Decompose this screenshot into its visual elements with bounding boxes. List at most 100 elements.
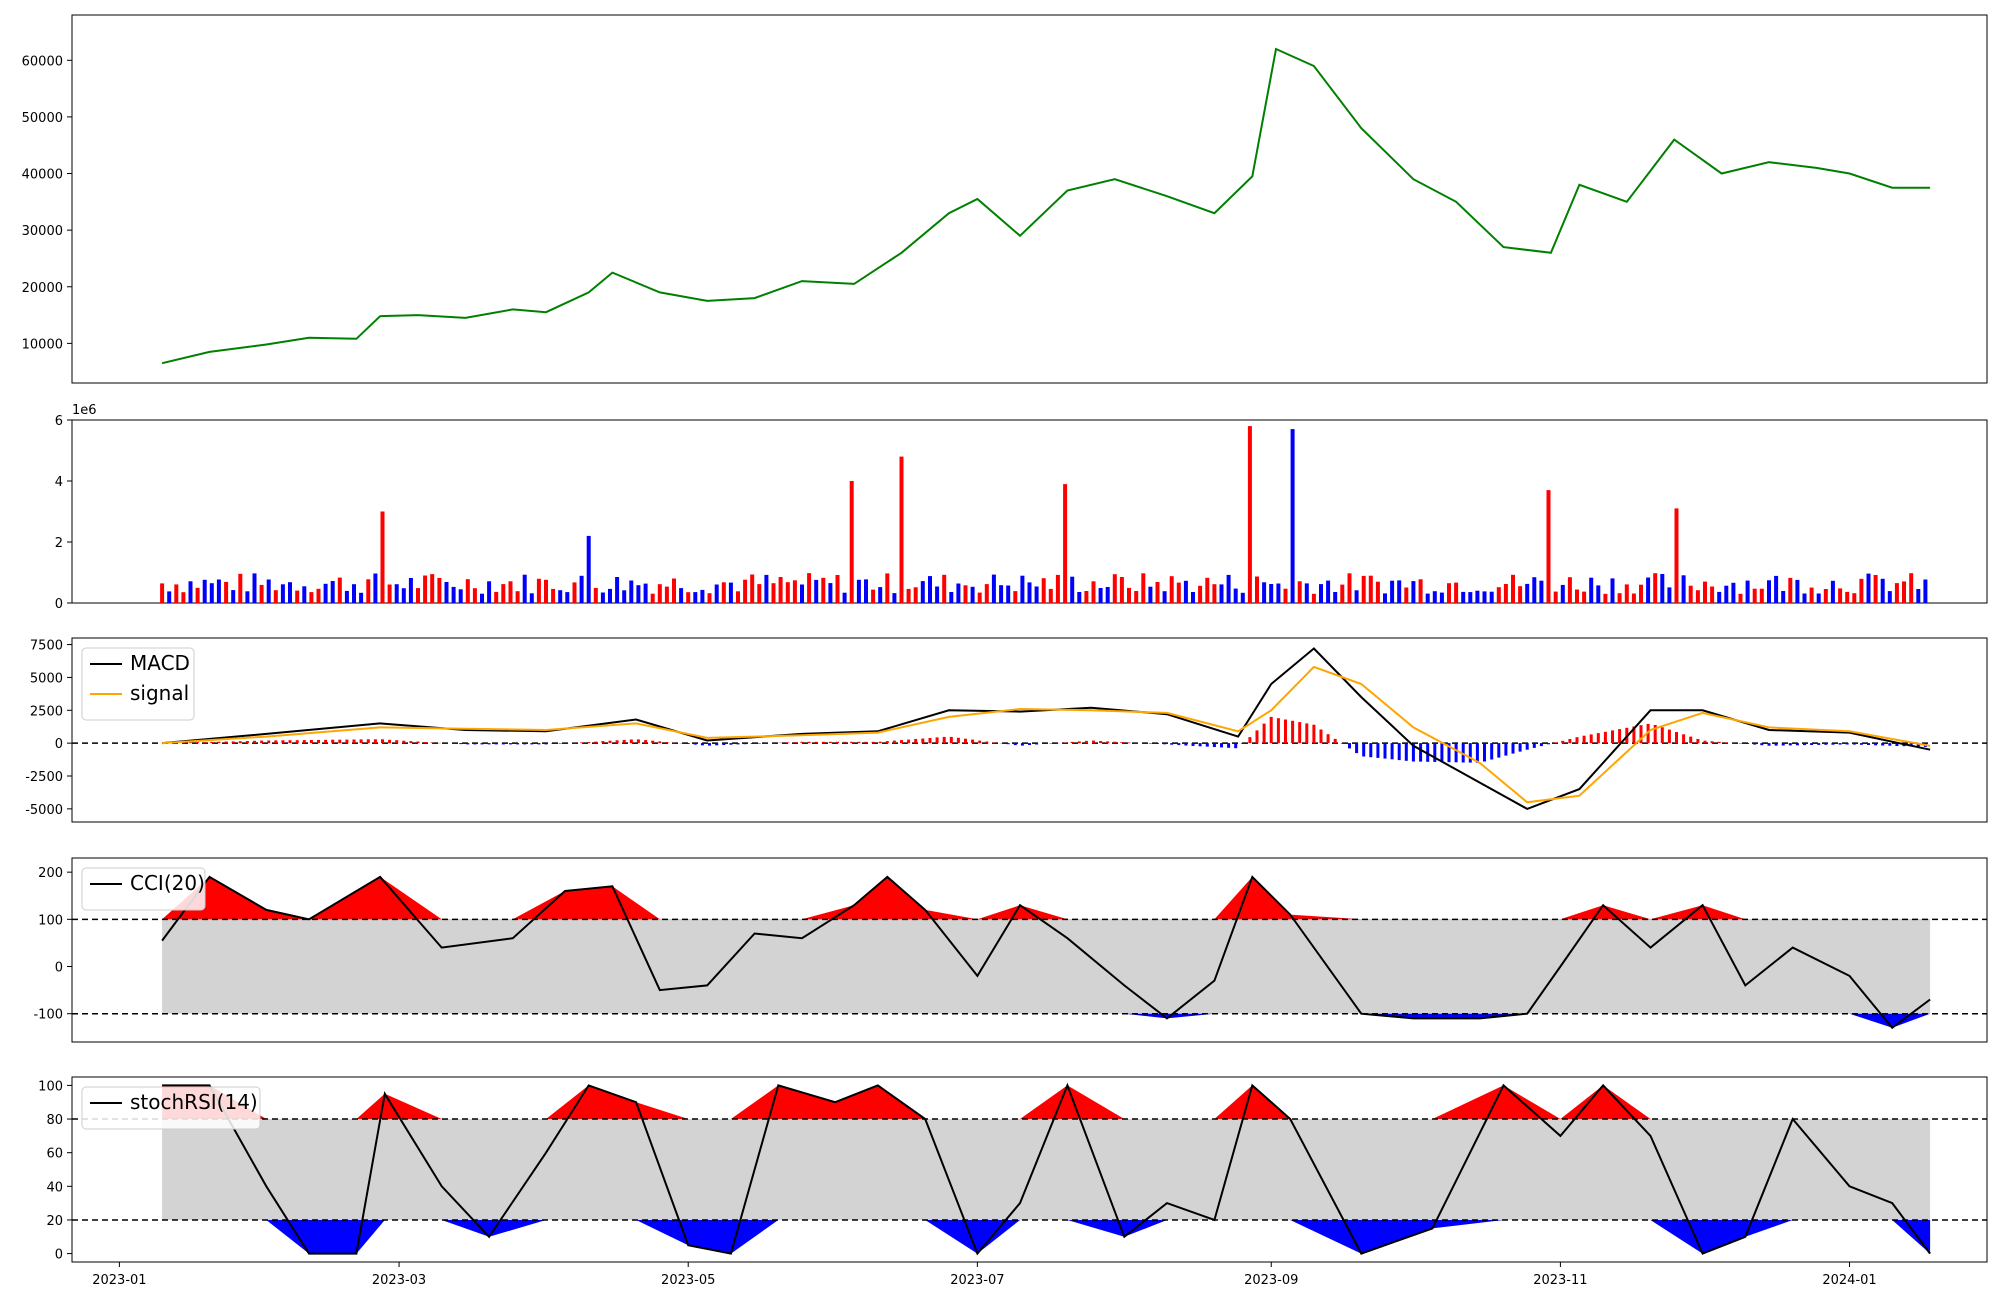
volume-bar <box>665 587 669 603</box>
volume-bar <box>1575 590 1579 604</box>
macd-hist-bar <box>1504 743 1507 756</box>
volume-bar <box>245 591 249 603</box>
macd-hist-bar <box>1256 730 1259 743</box>
macd-hist-bar <box>1796 743 1799 745</box>
volume-bar <box>1568 577 1572 603</box>
macd-hist-bar <box>1028 743 1031 745</box>
macd-hist-bar <box>658 741 661 743</box>
macd-hist-bar <box>1078 741 1081 743</box>
macd-hist-bar <box>459 743 462 744</box>
y-tick-label: 200 <box>38 866 63 881</box>
volume-bar <box>907 589 911 603</box>
macd-hist-bar <box>296 740 299 743</box>
macd-hist-bar <box>1497 743 1500 758</box>
band-fill <box>162 919 1930 1013</box>
macd-hist-bar <box>1846 743 1849 744</box>
volume-bar <box>1390 581 1394 603</box>
volume-bar <box>1632 594 1636 604</box>
volume-bar <box>1028 582 1032 603</box>
macd-hist-bar <box>1327 734 1330 743</box>
macd-hist-bar <box>281 740 284 743</box>
volume-bar <box>921 581 925 603</box>
macd-hist-bar <box>331 740 334 743</box>
volume-bar <box>1013 591 1017 603</box>
volume-bar <box>480 594 484 603</box>
macd-hist-bar <box>1398 743 1401 760</box>
volume-bar <box>1348 573 1352 603</box>
volume-bar <box>871 590 875 603</box>
volume-bar <box>274 590 278 603</box>
macd-hist-bar <box>1440 743 1443 762</box>
volume-bar <box>1788 578 1792 603</box>
y-tick-label: 7500 <box>30 639 63 654</box>
macd-hist-bar <box>1234 743 1237 748</box>
volume-bar <box>309 592 313 603</box>
volume-bar <box>1753 589 1757 603</box>
volume-bar <box>1497 587 1501 603</box>
macd-hist-bar <box>388 740 391 743</box>
volume-bar <box>1234 589 1238 603</box>
macd-hist-bar <box>537 743 540 744</box>
macd-hist-bar <box>1419 743 1422 762</box>
volume-bar <box>1333 592 1337 603</box>
macd-hist-bar <box>708 743 711 746</box>
volume-bar <box>1447 583 1451 603</box>
y-tick-label: -100 <box>33 1008 63 1023</box>
volume-bar <box>800 585 804 604</box>
volume-bar <box>388 585 392 604</box>
macd-hist-bar <box>936 737 939 743</box>
macd-hist-bar <box>630 740 633 744</box>
volume-bar <box>1838 588 1842 603</box>
macd-hist-bar <box>1291 721 1294 743</box>
y-tick-label: 30000 <box>22 224 63 239</box>
volume-bar <box>1120 577 1124 603</box>
volume-bar <box>1639 585 1643 603</box>
macd-hist-bar <box>481 743 484 744</box>
macd-hist-bar <box>1881 743 1884 745</box>
volume-bar <box>821 578 825 603</box>
y-tick-label: 6 <box>55 414 63 429</box>
macd-hist-bar <box>1227 743 1230 748</box>
volume-bar <box>459 589 463 603</box>
macd-hist-bar <box>1746 743 1749 744</box>
volume-bar <box>1269 584 1273 603</box>
volume-bar <box>1660 574 1664 603</box>
macd-hist-bar <box>1263 724 1266 744</box>
volume-bar <box>1276 584 1280 604</box>
volume-bar <box>1859 579 1863 603</box>
volume-bar <box>807 573 811 603</box>
macd-hist-bar <box>196 742 199 743</box>
volume-bar <box>1383 593 1387 603</box>
volume-bar <box>516 591 520 603</box>
macd-hist-bar <box>985 742 988 744</box>
volume-bar <box>1653 573 1657 603</box>
macd-hist-bar <box>865 742 868 743</box>
volume-bar <box>437 578 441 603</box>
y-tick-label: -5000 <box>25 803 63 818</box>
macd-hist-bar <box>1298 722 1301 743</box>
volume-bar <box>1113 574 1117 603</box>
macd-hist-bar <box>1163 743 1166 744</box>
x-tick-label: 2023-07 <box>950 1273 1004 1288</box>
volume-bar <box>1603 594 1607 603</box>
volume-bar <box>402 588 406 603</box>
macd-hist-bar <box>1675 732 1678 743</box>
macd-hist-bar <box>1839 743 1842 745</box>
volume-bar <box>395 584 399 603</box>
macd-hist-bar <box>609 741 612 743</box>
macd-hist-bar <box>914 739 917 743</box>
volume-bar <box>1177 583 1181 603</box>
volume-bar <box>1781 591 1785 603</box>
volume-bar <box>267 580 271 604</box>
macd-hist-bar <box>1860 743 1863 745</box>
macd-hist-bar <box>1817 743 1820 745</box>
volume-bar <box>772 583 776 603</box>
macd-hist-bar <box>466 743 469 744</box>
volume-bar <box>1156 582 1160 603</box>
macd-hist-bar <box>1604 732 1607 743</box>
volume-bar <box>1134 591 1138 603</box>
volume-bar <box>1582 592 1586 603</box>
macd-hist-bar <box>246 741 249 743</box>
volume-bar <box>892 593 896 603</box>
volume-bar <box>1646 578 1650 604</box>
